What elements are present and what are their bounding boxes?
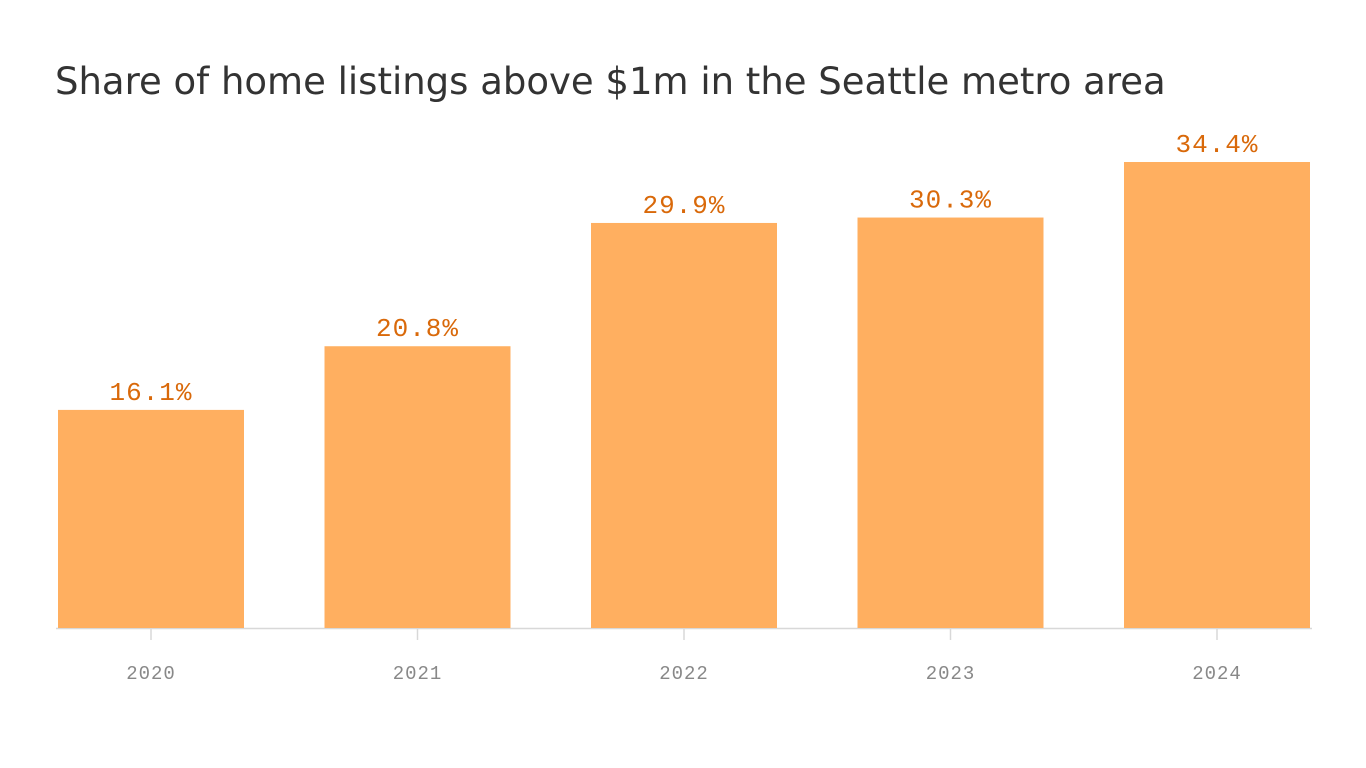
- bar: [857, 217, 1044, 628]
- bar: [324, 346, 511, 628]
- x-tick-label: 2023: [926, 663, 976, 685]
- bar: [591, 222, 777, 629]
- value-label: 34.4%: [1175, 130, 1258, 160]
- value-label: 29.9%: [642, 191, 725, 221]
- bar: [1124, 162, 1310, 628]
- x-tick-label: 2021: [393, 663, 443, 685]
- bar: [58, 409, 244, 628]
- value-label: 20.8%: [376, 314, 459, 344]
- value-label: 30.3%: [909, 186, 992, 216]
- x-tick-label: 2024: [1192, 663, 1242, 685]
- x-tick-label: 2020: [126, 663, 176, 685]
- value-label: 16.1%: [109, 378, 192, 408]
- chart-title: Share of home listings above $1m in the …: [55, 60, 1166, 103]
- x-tick-label: 2022: [659, 663, 709, 685]
